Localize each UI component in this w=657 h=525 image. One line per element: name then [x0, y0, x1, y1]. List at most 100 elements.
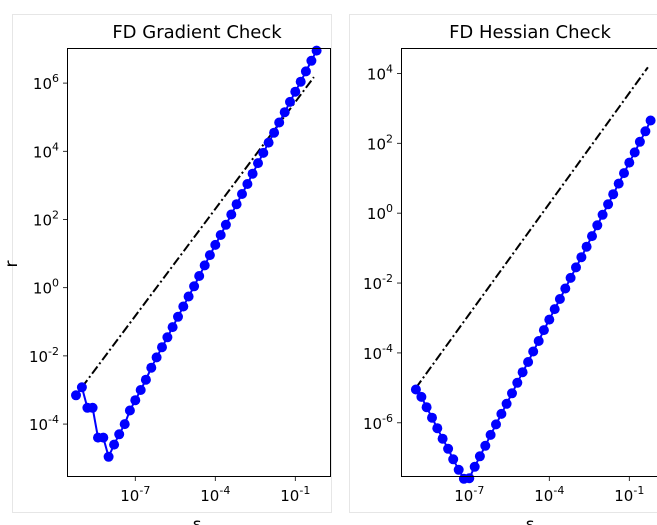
gradient-data-point-10 — [124, 405, 135, 416]
hessian-x-tick-label-1: 10-4 — [534, 484, 564, 505]
hessian-y-tick-label-1: 10-4 — [363, 342, 393, 363]
gradient-data-point-1 — [76, 382, 87, 393]
hessian-x-tick-label-2: 10-1 — [614, 484, 644, 505]
gradient-data-point-40 — [285, 96, 295, 107]
hessian-data-point-40 — [624, 157, 635, 168]
gradient-data-point-23 — [194, 271, 205, 281]
gradient-y-tick-label-4: 104 — [33, 140, 59, 161]
hessian-y-tick-label-3: 100 — [367, 202, 393, 223]
hessian-data-point-20 — [517, 367, 528, 378]
hessian-reference-line — [415, 66, 649, 389]
gradient-data-point-37 — [269, 127, 280, 138]
hessian-data-point-3 — [427, 412, 437, 423]
hessian-data-point-37 — [608, 189, 619, 200]
hessian-chart-title: FD Hessian Check — [449, 22, 611, 43]
hessian-data-point-17 — [501, 398, 512, 409]
hessian-data-point-26 — [549, 304, 560, 315]
gradient-data-point-32 — [242, 179, 253, 189]
hessian-data-point-31 — [576, 252, 587, 263]
gradient-y-tick-label-0: 10-4 — [29, 413, 59, 434]
hessian-y-tick-label-0: 10-6 — [363, 412, 393, 433]
gradient-x-tick-label-2: 10-1 — [280, 484, 310, 505]
gradient-data-point-25 — [204, 250, 215, 261]
hessian-panel: FD Hessian Check ε 10-7 10-4 10-110-610-41… — [349, 14, 657, 525]
gradient-y-tick-label-2: 100 — [33, 277, 59, 298]
gradient-data-point-12 — [135, 385, 146, 395]
gradient-error-line — [75, 50, 318, 460]
gradient-data-point-27 — [215, 230, 226, 240]
hessian-data-point-35 — [597, 209, 608, 220]
hessian-data-point-22 — [528, 346, 539, 357]
gradient-y-tick-label-1: 10-2 — [29, 345, 59, 366]
gradient-data-point-6 — [103, 451, 114, 462]
gradient-data-point-14 — [146, 362, 157, 373]
hessian-data-point-27 — [554, 294, 565, 304]
gradient-data-point-34 — [253, 158, 263, 169]
gradient-data-point-15 — [151, 352, 162, 363]
hessian-data-point-42 — [634, 136, 645, 147]
gradient-data-point-5 — [98, 432, 109, 443]
hessian-data-point-18 — [507, 388, 517, 399]
hessian-data-point-36 — [603, 199, 614, 210]
hessian-y-tick-label-2: 10-2 — [363, 272, 393, 293]
hessian-axes-frame — [401, 48, 657, 477]
gradient-data-point-3 — [87, 402, 98, 413]
hessian-data-point-44 — [645, 115, 656, 126]
gradient-data-point-18 — [167, 322, 178, 333]
gradient-data-point-22 — [189, 281, 200, 292]
hessian-x-tick-label-0: 10-7 — [454, 484, 484, 505]
hessian-y-tick-label-4: 102 — [367, 132, 393, 153]
gradient-y-axis-label: r — [2, 261, 22, 268]
gradient-data-point-43 — [300, 66, 311, 77]
gradient-data-point-42 — [295, 76, 306, 87]
gradient-y-tick-label-5: 106 — [33, 72, 59, 93]
gradient-data-point-38 — [274, 117, 285, 128]
hessian-data-point-15 — [491, 419, 501, 430]
hessian-data-point-23 — [533, 336, 544, 346]
gradient-data-point-33 — [247, 168, 258, 179]
gradient-x-axis-label: ε — [192, 515, 201, 525]
hessian-data-point-13 — [480, 440, 491, 451]
hessian-panel-border — [349, 14, 657, 513]
hessian-data-point-25 — [544, 314, 555, 325]
gradient-data-point-0 — [71, 390, 81, 401]
gradient-data-point-39 — [279, 107, 290, 118]
hessian-data-point-1 — [416, 391, 427, 402]
gradient-data-point-35 — [258, 147, 269, 158]
hessian-data-point-4 — [432, 423, 443, 434]
hessian-data-point-34 — [592, 220, 603, 231]
gradient-data-point-31 — [237, 189, 247, 199]
gradient-data-point-24 — [199, 260, 210, 271]
hessian-data-point-19 — [512, 377, 523, 388]
hessian-data-point-7 — [448, 454, 459, 465]
gradient-data-point-26 — [210, 239, 221, 250]
gradient-data-point-17 — [162, 332, 173, 343]
gradient-plot-area: 10-7 10-4 10-1 10-4 10-2 100 102 104 106 — [29, 45, 322, 505]
hessian-y-tick-label-5: 104 — [367, 62, 393, 83]
hessian-data-point-5 — [437, 433, 448, 444]
hessian-plot-area: 10-7 10-4 10-1 10-6 10-4 10-2 100 102 104 — [363, 62, 656, 505]
hessian-data-point-24 — [538, 325, 549, 336]
gradient-data-point-13 — [140, 374, 151, 385]
gradient-data-point-29 — [226, 209, 237, 220]
gradient-data-point-45 — [311, 45, 322, 56]
gradient-x-tick-label-1: 10-4 — [200, 484, 230, 505]
hessian-data-point-10 — [464, 473, 475, 484]
gradient-data-point-30 — [231, 199, 242, 210]
gradient-data-point-19 — [173, 311, 183, 322]
hessian-error-line — [415, 120, 652, 480]
gradient-data-point-41 — [290, 86, 301, 97]
gradient-data-point-16 — [157, 342, 167, 353]
hessian-data-point-6 — [443, 443, 454, 454]
gradient-data-point-36 — [263, 137, 274, 148]
gradient-axes-frame — [67, 48, 331, 477]
gradient-x-tick-label-0: 10-7 — [120, 484, 150, 505]
gradient-data-point-28 — [220, 219, 231, 230]
hessian-data-point-29 — [565, 272, 576, 283]
gradient-data-point-44 — [306, 55, 317, 66]
hessian-data-point-21 — [523, 357, 534, 367]
gradient-data-point-21 — [183, 291, 194, 302]
hessian-data-point-33 — [587, 231, 597, 242]
gradient-panel: FD Gradient Check r ε 10-7 10-4 10-110-410… — [2, 14, 332, 525]
